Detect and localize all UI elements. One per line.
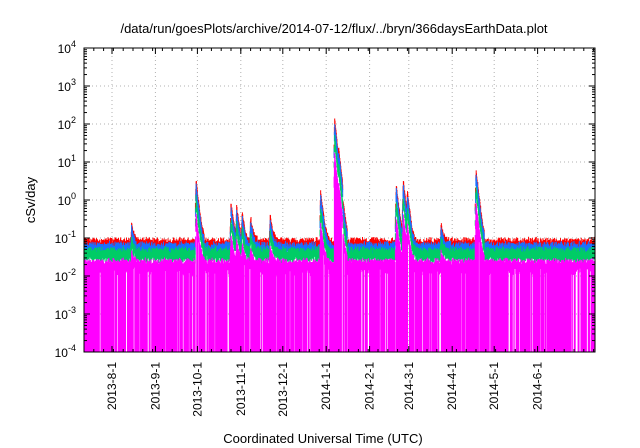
x-tick-label: 2014-2-1 — [363, 362, 377, 410]
y-axis-label: cSv/day — [23, 176, 38, 223]
y-tick-labels: 10-4 10-3 10-2 10-1 100 101 102 103 104 — [55, 39, 76, 360]
axis-ticks — [83, 47, 595, 353]
x-tick-label: 2013-8-1 — [105, 362, 119, 410]
x-tick-label: 2013-10-1 — [190, 362, 204, 417]
x-tick-label: 2014-6-1 — [531, 362, 545, 410]
x-tick-label: 2013-9-1 — [148, 362, 162, 410]
y-tick-label: 10-1 — [55, 229, 76, 246]
x-tick-label: 2014-4-1 — [445, 362, 459, 410]
y-tick-label: 101 — [58, 153, 76, 170]
x-axis-label: Coordinated Universal Time (UTC) — [223, 431, 422, 446]
y-tick-label: 10-3 — [55, 305, 76, 322]
x-tick-label: 2014-5-1 — [487, 362, 501, 410]
x-tick-labels: 2013-8-1 2013-9-1 2013-10-1 2013-11-1 2013-1… — [105, 362, 545, 417]
series-traces — [83, 118, 596, 352]
x-tick-label: 2014-1-1 — [319, 362, 333, 410]
x-tick-label: 2014-3-1 — [402, 362, 416, 410]
y-tick-label: 10-2 — [55, 267, 76, 284]
y-tick-label: 102 — [58, 115, 76, 132]
y-tick-label: 10-4 — [55, 343, 76, 360]
x-tick-label: 2013-11-1 — [234, 362, 248, 416]
chart-title: /data/run/goesPlots/archive/2014-07-12/f… — [120, 21, 547, 36]
x-tick-label: 2013-12-1 — [276, 362, 290, 417]
y-tick-label: 104 — [58, 39, 76, 56]
y-tick-label: 100 — [58, 191, 76, 208]
y-tick-label: 103 — [58, 77, 76, 94]
